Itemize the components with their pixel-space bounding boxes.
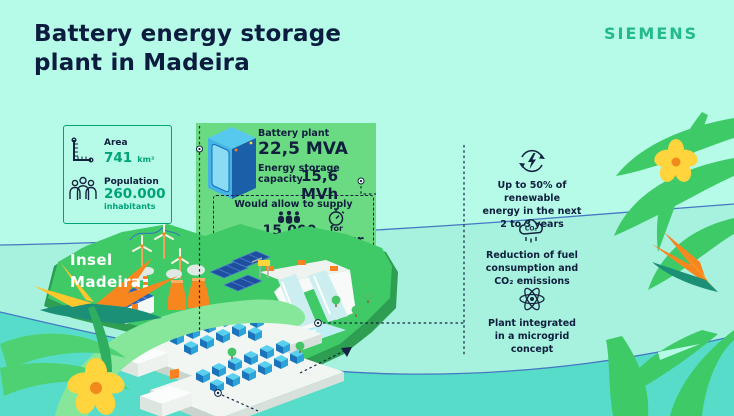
benefit-line: energy in the next <box>482 206 582 217</box>
battery-plant-label: Battery plant <box>258 128 330 139</box>
benefit-renewable: Up to 50% of renewable energy in the nex… <box>468 146 596 231</box>
container-building <box>140 368 192 416</box>
benefit-line: concept <box>510 344 554 355</box>
power-line <box>129 227 181 241</box>
battery-farm <box>116 291 373 416</box>
solar-farm-icon <box>209 250 271 292</box>
benefit-microgrid: Plant integrated in a microgrid concept <box>468 284 596 356</box>
area-number: 741 <box>104 150 133 166</box>
area-label: Area <box>104 138 128 148</box>
benefit-line: Plant integrated <box>488 318 576 329</box>
svg-text:CO₂: CO₂ <box>525 226 538 233</box>
island-label-line-2: Madeira <box>70 273 142 291</box>
benefit-line: CO₂ emissions <box>494 276 570 287</box>
bird-of-paradise-icon <box>34 258 178 372</box>
storage-label-line1: Energy storage <box>258 163 340 174</box>
benefit-line: 2 to 3 years <box>500 219 564 230</box>
hibiscus-icon <box>67 358 125 415</box>
population-unit: inhabitants <box>104 202 156 211</box>
battery-cabinet-icon <box>208 127 256 199</box>
island-label-line-1: Insel <box>70 251 113 269</box>
wind-turbines-icon <box>132 223 189 279</box>
population-value: 260.000 <box>104 186 166 202</box>
supply-heading: Would allow to supply <box>234 199 353 210</box>
plants-right-bottom <box>606 330 734 416</box>
arrowhead <box>341 347 352 357</box>
hibiscus-icon <box>654 139 698 182</box>
cooling-towers-icon <box>166 264 210 310</box>
plants-right-top <box>614 112 734 292</box>
benefit-line: Up to 50% of renewable <box>497 180 567 204</box>
microgrid-icon <box>519 287 545 311</box>
siemens-logo: SIEMENS <box>604 24 699 43</box>
title-line-2: plant in Madeira <box>34 50 250 76</box>
crane-icon <box>251 257 270 278</box>
title-line-1: Battery energy storage <box>34 21 342 47</box>
plants-left <box>0 258 306 416</box>
benefit-line: in a microgrid <box>494 331 570 342</box>
ruler-icon <box>71 137 94 163</box>
benefit-line: consumption and <box>485 263 579 274</box>
page-title: Battery energy storage plant in Madeira <box>34 20 341 78</box>
benefit-line: Reduction of fuel <box>486 250 578 261</box>
storage-label-line2: capacity <box>258 174 303 185</box>
area-unit: km² <box>137 155 155 164</box>
co2-cloud-icon: CO₂ <box>519 219 543 243</box>
island-label: Insel Madeira <box>70 249 141 293</box>
renewable-energy-icon <box>519 149 545 173</box>
battery-plant-value: 22,5 MVA <box>258 139 348 159</box>
stopwatch-icon <box>328 208 345 226</box>
storage-value: 15,6 MVh <box>301 167 339 203</box>
benefit-co2: CO₂ Reduction of fuel consumption and CO… <box>468 218 596 288</box>
island-stats-box: Area 741 km² Population 260.000 inhabita… <box>63 125 172 224</box>
population-label: Population <box>104 177 159 187</box>
bird-of-paradise-icon <box>652 232 718 292</box>
connector-node <box>196 145 365 397</box>
duration-prefix: for <box>330 224 343 233</box>
area-value: 741 km² <box>104 147 154 166</box>
people-icon <box>69 176 97 200</box>
users-icon <box>278 211 300 224</box>
